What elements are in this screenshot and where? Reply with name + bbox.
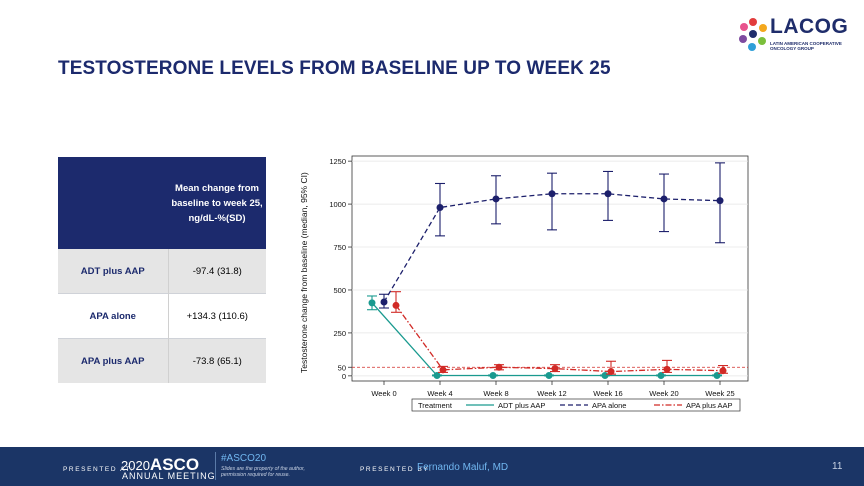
data-point <box>716 197 724 205</box>
lacog-logo: LACOG LATIN AMERICAN COOPERATIVE ONCOLOG… <box>738 14 856 58</box>
data-point <box>489 372 497 380</box>
row-label: APA alone <box>58 293 169 339</box>
footer-note: Slides are the property of the author, p… <box>221 466 305 478</box>
footer-annual-meeting: ANNUAL MEETING <box>122 471 216 481</box>
data-point <box>433 372 441 380</box>
slide-title: TESTOSTERONE LEVELS FROM BASELINE UP TO … <box>58 58 611 79</box>
row-label: ADT plus AAP <box>58 249 169 294</box>
row-label: APA plus AAP <box>58 338 169 383</box>
row-value: +134.3 (110.6) <box>168 293 266 339</box>
y-tick-label: 0 <box>342 372 346 381</box>
footer-presenter: Fernando Maluf, MD <box>417 462 509 473</box>
data-point <box>551 365 559 373</box>
lacog-logo-icon <box>739 18 767 51</box>
table-header-row: Mean change from baseline to week 25, ng… <box>58 157 266 249</box>
data-point <box>545 372 553 380</box>
data-point <box>392 301 400 309</box>
footer-year: 2020 <box>121 458 150 473</box>
data-point <box>601 372 609 380</box>
row-value: -73.8 (65.1) <box>168 338 266 383</box>
y-tick-label: 250 <box>333 329 346 338</box>
data-point <box>660 195 668 203</box>
footer-asco-logo: 2020ASCO <box>121 455 199 475</box>
legend-title: Treatment <box>418 401 453 410</box>
logo-wordmark: LACOG <box>770 15 849 38</box>
row-value: -97.4 (31.8) <box>168 249 266 294</box>
results-table: Mean change from baseline to week 25, ng… <box>58 157 266 383</box>
page-number: 11 <box>832 461 843 472</box>
data-point <box>663 365 671 373</box>
table-header-mean-change: Mean change from baseline to week 25, ng… <box>168 157 266 249</box>
logo-subtitle: LATIN AMERICAN COOPERATIVE ONCOLOGY GROU… <box>770 41 842 51</box>
footer-bar <box>0 447 864 486</box>
footer-hashtag: #ASCO20 <box>221 453 267 464</box>
footer-divider <box>215 452 216 480</box>
y-tick-label: 1250 <box>329 157 346 166</box>
table-row: APA alone +134.3 (110.6) <box>58 293 266 339</box>
y-tick-label: 50 <box>338 363 346 372</box>
x-tick-label: Week 0 <box>371 389 396 398</box>
data-point <box>380 298 388 306</box>
data-point <box>368 299 376 307</box>
data-point <box>607 368 615 376</box>
data-point <box>548 190 556 198</box>
data-point <box>436 204 444 212</box>
table-row: ADT plus AAP -97.4 (31.8) <box>58 249 266 294</box>
x-tick-label: Week 20 <box>649 389 678 398</box>
x-tick-label: Week 25 <box>705 389 734 398</box>
table-row: APA plus AAP -73.8 (65.1) <box>58 338 266 383</box>
legend-label: APA alone <box>592 401 626 410</box>
x-tick-label: Week 8 <box>483 389 508 398</box>
y-tick-label: 500 <box>333 286 346 295</box>
x-tick-label: Week 4 <box>427 389 452 398</box>
y-tick-label: 1000 <box>329 200 346 209</box>
legend-label: APA plus AAP <box>686 401 733 410</box>
footer-presented-at: PRESENTED AT: <box>63 466 134 473</box>
data-point <box>492 195 500 203</box>
y-tick-label: 750 <box>333 243 346 252</box>
table-header-blank <box>58 157 168 249</box>
footer-asco: ASCO <box>149 455 200 474</box>
data-point <box>657 372 665 380</box>
footer-presented-by: PRESENTED BY: <box>360 466 433 473</box>
data-point <box>604 190 612 198</box>
data-point <box>719 367 727 375</box>
data-point <box>495 363 503 371</box>
x-tick-label: Week 12 <box>537 389 566 398</box>
data-point <box>439 366 447 374</box>
x-tick-label: Week 16 <box>593 389 622 398</box>
legend-label: ADT plus AAP <box>498 401 545 410</box>
testosterone-chart: 050 250 500 750 1000 1250 Week 0 Week 4 Week 8 We… <box>329 155 749 412</box>
